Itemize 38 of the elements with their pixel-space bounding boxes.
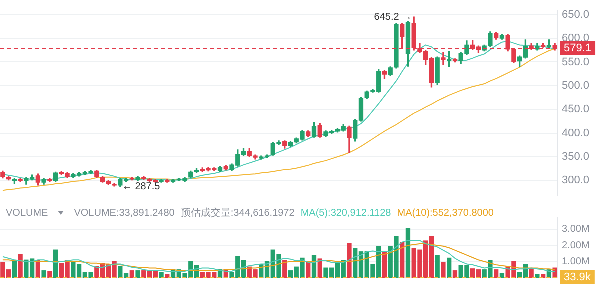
bar xyxy=(48,271,52,278)
annotation: VOLUME xyxy=(6,208,48,218)
y-tick-label: 500.0 xyxy=(562,80,590,92)
bar xyxy=(435,255,440,278)
bar xyxy=(441,262,446,278)
y-tick-label: 2.00M xyxy=(562,240,590,252)
bar xyxy=(318,258,322,278)
y-tick-label: 650.0 xyxy=(562,8,590,21)
text: MA(5):320,912.1128 xyxy=(300,208,392,218)
bar xyxy=(130,270,134,278)
bar xyxy=(494,270,499,278)
annotation: 预估成交量:344,616.1972 xyxy=(180,206,295,220)
y-tick-label: 550.0 xyxy=(562,56,590,68)
bar xyxy=(165,274,170,278)
y-tick-label: 3.00M xyxy=(562,224,590,236)
bar xyxy=(406,228,411,278)
y-tick-label: 350.0 xyxy=(562,151,590,164)
bar xyxy=(400,242,405,278)
ref-line-label: 33.9k xyxy=(564,271,592,284)
y-tick-label: 1.00M xyxy=(562,256,590,268)
bar xyxy=(18,254,23,278)
annotation: VOLUME:33,891.2480 xyxy=(74,208,175,218)
y-tick-label: 450.0 xyxy=(562,104,590,116)
bar xyxy=(500,273,505,278)
y-tick-label: 400.0 xyxy=(562,127,590,140)
y-tick-label: 600.0 xyxy=(562,32,590,45)
bar xyxy=(347,243,352,278)
annotation: ← 287.5 xyxy=(122,181,161,192)
bar xyxy=(529,268,534,278)
annotation: 645.2 → xyxy=(374,12,412,23)
bar xyxy=(12,261,18,278)
bar xyxy=(447,258,452,278)
y-tick-label: 300.0 xyxy=(562,174,590,187)
text: MA(10):552,370.8000 xyxy=(397,208,494,218)
bar xyxy=(306,262,311,278)
ref-line-label: 579.1 xyxy=(564,42,592,54)
bar xyxy=(136,270,140,278)
bar xyxy=(452,270,458,278)
